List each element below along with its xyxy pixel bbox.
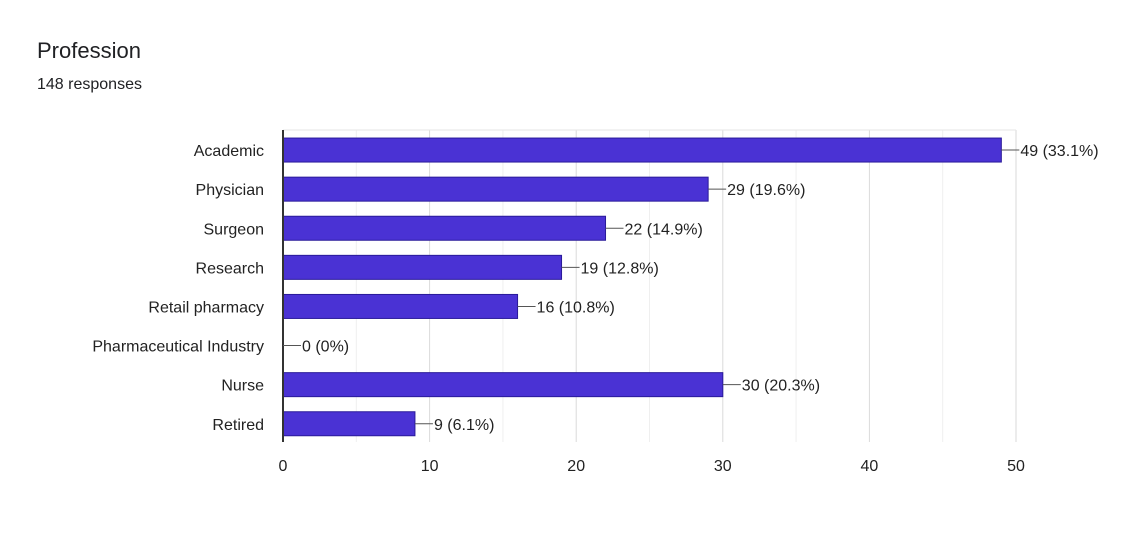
- bars: [282, 137, 1002, 437]
- data-label: 30 (20.3%): [742, 378, 820, 395]
- category-label: Academic: [194, 143, 264, 160]
- x-tick-label: 10: [421, 458, 439, 475]
- chart-title: Profession: [37, 38, 141, 63]
- data-label: 22 (14.9%): [625, 221, 703, 238]
- data-label: 0 (0%): [302, 339, 349, 356]
- category-label: Pharmaceutical Industry: [92, 339, 264, 356]
- x-tick-label: 30: [714, 458, 732, 475]
- labels: 0 10 20 30 40 50 Academic 49 (33.1%) Physician 29…: [92, 143, 1098, 475]
- category-label: Nurse: [221, 378, 264, 395]
- category-label: Research: [196, 260, 264, 277]
- bar: [282, 215, 607, 241]
- x-tick-label: 20: [567, 458, 585, 475]
- response-count: 148 responses: [37, 76, 142, 93]
- bar: [282, 411, 416, 437]
- data-label: 29 (19.6%): [727, 182, 805, 199]
- bar: [282, 293, 519, 319]
- category-label: Surgeon: [204, 221, 265, 238]
- category-label: Retired: [212, 417, 264, 434]
- data-label: 19 (12.8%): [581, 260, 659, 277]
- x-tick-label: 50: [1007, 458, 1025, 475]
- bar: [282, 137, 1002, 163]
- bar: [282, 372, 724, 398]
- category-label: Retail pharmacy: [148, 299, 264, 316]
- x-tick-label: 40: [861, 458, 879, 475]
- data-label: 49 (33.1%): [1020, 143, 1098, 160]
- data-label: 16 (10.8%): [537, 299, 615, 316]
- bar: [282, 254, 563, 280]
- category-label: Physician: [196, 182, 264, 199]
- data-label: 9 (6.1%): [434, 417, 494, 434]
- x-tick-label: 0: [279, 458, 288, 475]
- bar: [282, 176, 709, 202]
